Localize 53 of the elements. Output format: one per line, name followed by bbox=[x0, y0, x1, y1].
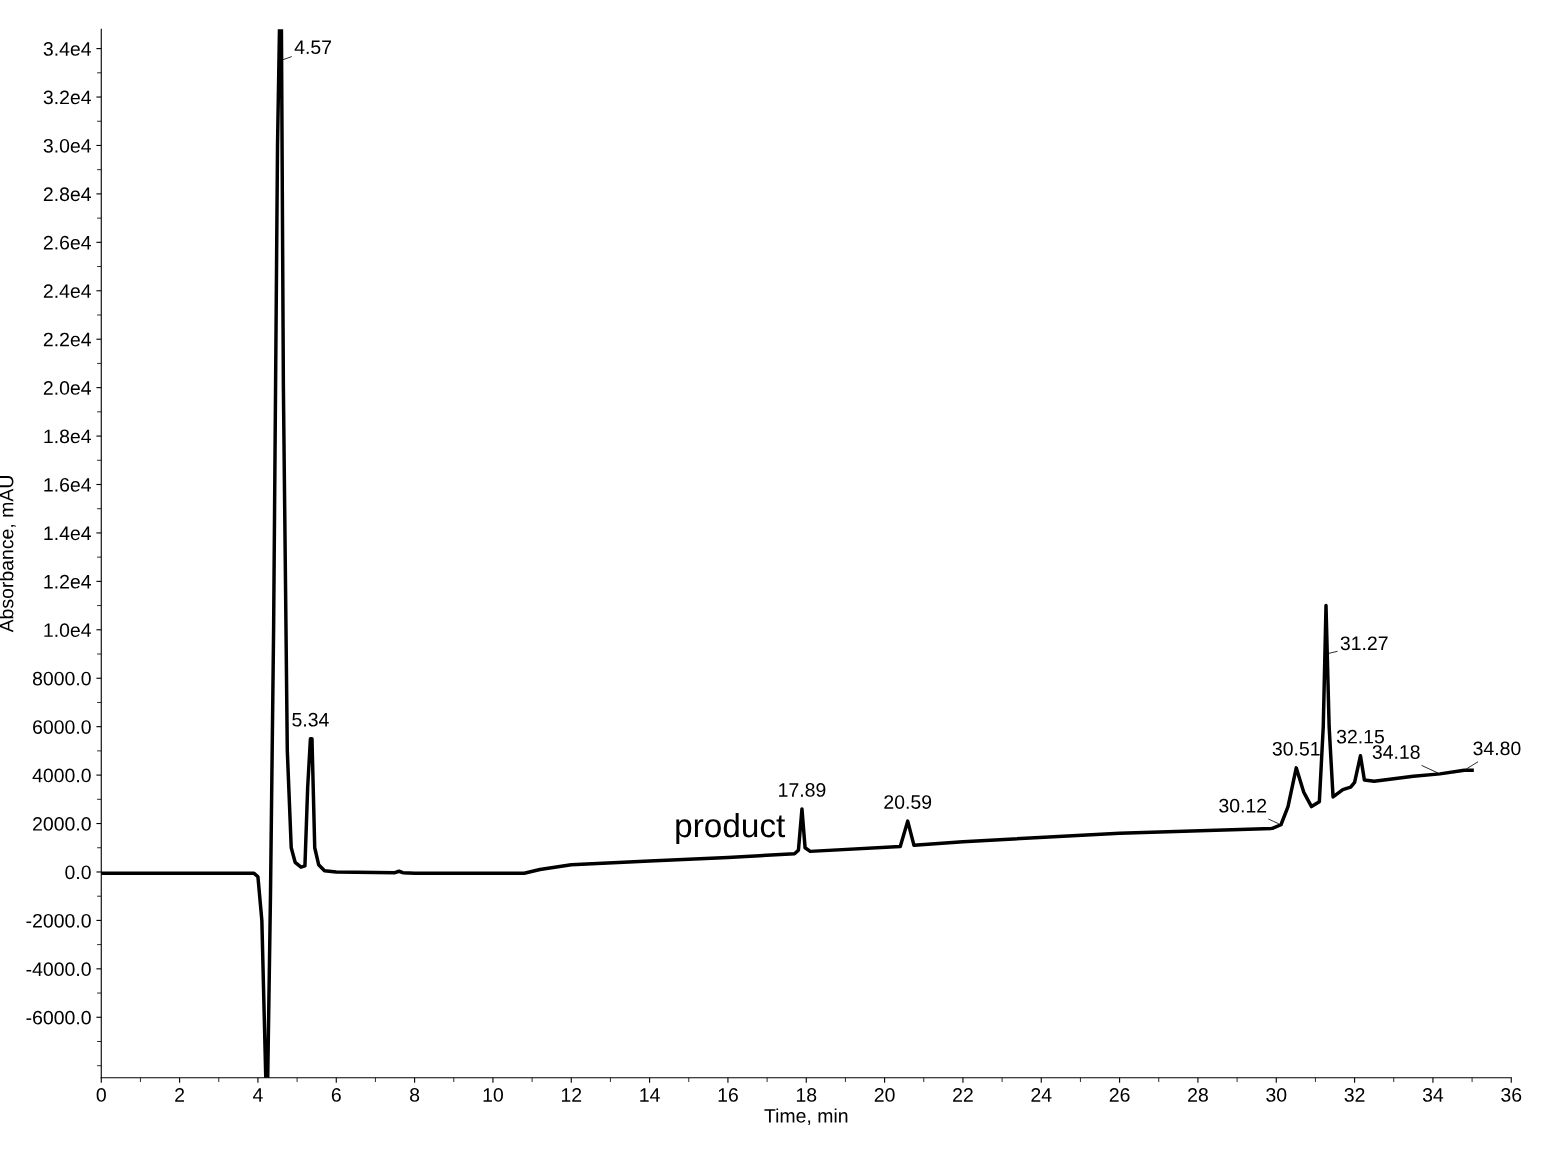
annotation: 5.34 bbox=[292, 712, 329, 727]
y-tick-label: 6000.0 bbox=[33, 720, 91, 734]
x-tick-label: 6 bbox=[331, 1088, 341, 1102]
y-tick-label: 2.8e4 bbox=[43, 187, 91, 202]
annotation: 34.18 bbox=[1372, 745, 1420, 759]
y-tick-label: 3.2e4 bbox=[43, 90, 91, 105]
x-tick-label: 26 bbox=[1109, 1088, 1130, 1102]
y-tick-label: 3.4e4 bbox=[43, 42, 91, 56]
x-tick-label: 4 bbox=[252, 1088, 263, 1102]
y-axis-title: Absorbance, mAU bbox=[0, 476, 16, 633]
y-tick-label: 2.6e4 bbox=[43, 235, 91, 250]
y-tick-label: 4000.0 bbox=[32, 768, 91, 783]
y-tick-label: 8000.0 bbox=[32, 671, 91, 686]
y-tick-label: 3.0e4 bbox=[43, 138, 91, 153]
x-tick-label: 10 bbox=[483, 1088, 503, 1102]
x-tick-label: 2 bbox=[175, 1088, 185, 1102]
x-tick-label: 30 bbox=[1266, 1088, 1287, 1102]
annotation: product bbox=[676, 812, 786, 844]
y-tick-label: 2.2e4 bbox=[43, 332, 91, 347]
y-tick-label: 1.2e4 bbox=[44, 574, 91, 589]
y-tick-label: 1.6e4 bbox=[44, 477, 91, 492]
y-tick-label: -4000.0 bbox=[26, 962, 91, 977]
annotation: 32.15 bbox=[1336, 729, 1384, 744]
y-tick-label: 2.4e4 bbox=[43, 284, 91, 298]
x-tick-label: 20 bbox=[874, 1088, 895, 1102]
annotation: 31.27 bbox=[1340, 636, 1388, 651]
y-tick-label: -6000.0 bbox=[26, 1010, 91, 1025]
x-tick-label: 18 bbox=[796, 1088, 817, 1102]
x-tick-label: 36 bbox=[1501, 1088, 1522, 1102]
y-tick-label: -2000.0 bbox=[26, 913, 91, 928]
x-tick-label: 12 bbox=[561, 1088, 582, 1102]
x-tick-label: 14 bbox=[640, 1088, 660, 1102]
y-tick-label: 1.0e4 bbox=[44, 623, 91, 638]
x-tick-label: 32 bbox=[1344, 1088, 1365, 1102]
annotation: 20.59 bbox=[884, 795, 932, 809]
y-tick-label: 1.8e4 bbox=[44, 429, 91, 444]
x-tick-label: 16 bbox=[718, 1088, 738, 1102]
annotation: 4.57 bbox=[294, 40, 332, 55]
y-tick-label: 2.0e4 bbox=[43, 381, 91, 395]
x-tick-label: 8 bbox=[410, 1088, 420, 1102]
annotation: 30.51 bbox=[1272, 741, 1320, 756]
x-tick-label: 34 bbox=[1422, 1088, 1444, 1102]
y-tick-label: 2000.0 bbox=[33, 817, 91, 831]
x-tick-label: 28 bbox=[1188, 1088, 1208, 1102]
y-tick-label: 1.4e4 bbox=[44, 526, 91, 541]
x-axis-title: Time, min bbox=[764, 1108, 848, 1126]
annotation: 34.80 bbox=[1473, 741, 1521, 756]
x-tick-label: 0 bbox=[96, 1088, 106, 1102]
annotation: 30.12 bbox=[1219, 798, 1267, 813]
annotation: 17.89 bbox=[779, 783, 826, 797]
x-tick-label: 24 bbox=[1031, 1088, 1052, 1102]
x-tick-label: 22 bbox=[953, 1088, 973, 1102]
y-tick-label: 0.0 bbox=[65, 865, 91, 880]
